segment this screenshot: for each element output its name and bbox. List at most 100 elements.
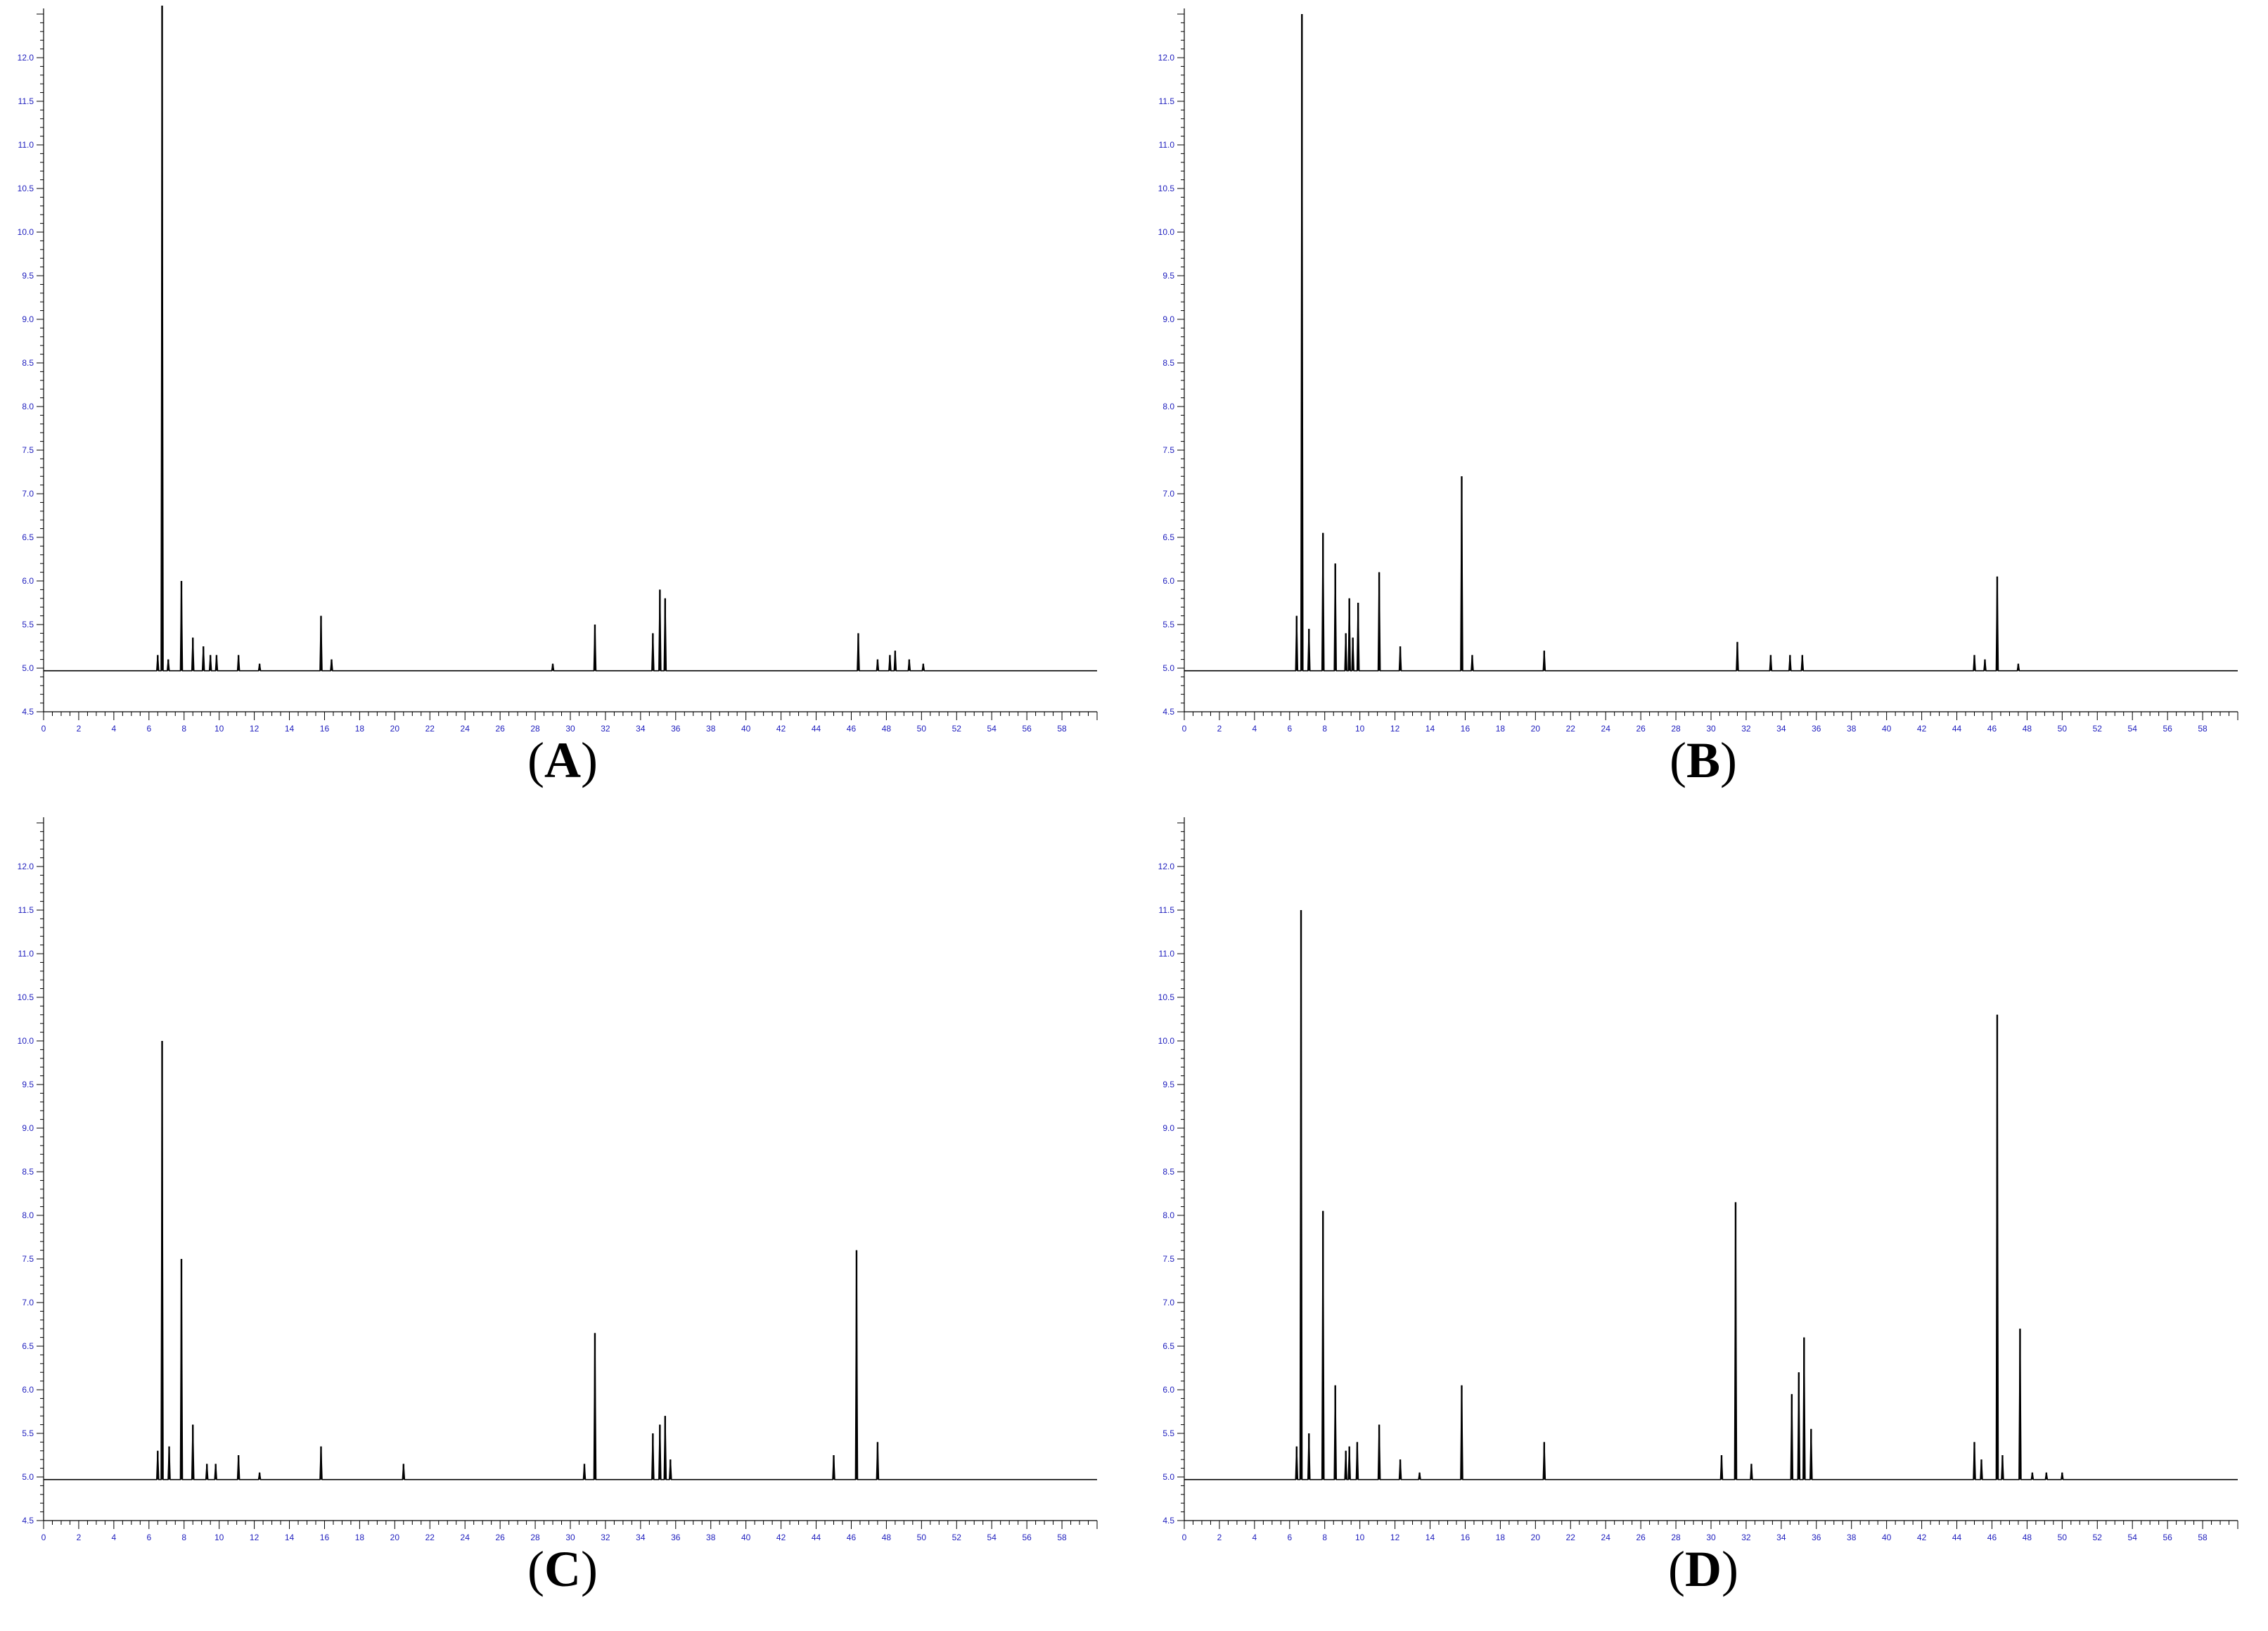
x-tick-label: 52 — [952, 724, 962, 731]
x-tick-label: 26 — [495, 1533, 505, 1540]
y-tick-label: 5.5 — [22, 620, 34, 629]
x-tick-label: 58 — [2198, 1533, 2208, 1540]
x-tick-label: 26 — [1636, 724, 1646, 731]
x-tick-label: 44 — [812, 1533, 821, 1540]
x-tick-label: 42 — [776, 724, 786, 731]
x-tick-label: 24 — [461, 724, 470, 731]
x-tick-label: 48 — [2023, 1533, 2032, 1540]
x-tick-label: 8 — [181, 1533, 186, 1540]
x-tick-label: 16 — [320, 1533, 330, 1540]
x-tick-label: 32 — [1741, 724, 1751, 731]
chromatogram-panel-a: 0 2 4 6 8 10 12 14 16 18 20 22 24 26 28 30 32 34 36 38 40 42 4… — [0, 0, 1125, 788]
x-tick-label: 54 — [2128, 724, 2138, 731]
chromatogram-c: 0 2 4 6 8 10 12 14 16 18 20 22 24 26 28 30 32 34 36 38 40 42 4… — [18, 817, 1098, 1540]
x-tick-label: 52 — [952, 1533, 962, 1540]
x-tick-label: 12 — [250, 724, 260, 731]
y-tick-label: 11.0 — [1159, 949, 1175, 959]
y-tick-label: 8.5 — [22, 1167, 34, 1177]
x-tick-label: 24 — [461, 1533, 470, 1540]
y-tick-label: 10.5 — [18, 992, 34, 1002]
x-tick-label: 36 — [671, 1533, 681, 1540]
x-tick-label: 30 — [1706, 1533, 1716, 1540]
y-tick-label: 9.5 — [22, 1080, 34, 1089]
x-tick-label: 44 — [812, 724, 821, 731]
x-tick-label: 4 — [1252, 1533, 1257, 1540]
x-tick-label: 44 — [1952, 724, 1962, 731]
x-tick-label: 40 — [741, 1533, 751, 1540]
chromatogram-trace — [1184, 13, 2238, 672]
x-tick-label: 12 — [250, 1533, 260, 1540]
x-tick-label: 2 — [1217, 1533, 1222, 1540]
y-tick-label: 7.0 — [22, 489, 34, 499]
y-tick-label: 7.5 — [22, 445, 34, 455]
x-tick-label: 16 — [1461, 1533, 1471, 1540]
x-tick-label: 56 — [1022, 1533, 1032, 1540]
x-tick-label: 50 — [2058, 1533, 2068, 1540]
y-tick-label: 7.5 — [1162, 445, 1174, 455]
y-tick-label: 6.5 — [1162, 532, 1174, 542]
x-tick-label: 32 — [601, 724, 610, 731]
x-tick-label: 10 — [214, 1533, 224, 1540]
x-tick-label: 28 — [530, 1533, 540, 1540]
x-tick-label: 56 — [2163, 724, 2172, 731]
x-tick-label: 28 — [1671, 1533, 1681, 1540]
y-tick-label: 10.5 — [1158, 184, 1175, 193]
x-tick-label: 42 — [1917, 1533, 1927, 1540]
x-tick-label: 22 — [425, 724, 435, 731]
y-tick-label: 4.5 — [1162, 1516, 1174, 1526]
chromatogram-panel-c: 0 2 4 6 8 10 12 14 16 18 20 22 24 26 28 30 32 34 36 38 40 42 4… — [0, 809, 1125, 1597]
x-tick-label: 22 — [1566, 1533, 1576, 1540]
panel-label-b: (B) — [1670, 732, 1737, 788]
x-tick-label: 38 — [706, 724, 716, 731]
x-tick-label: 2 — [77, 1533, 82, 1540]
x-tick-label: 54 — [987, 1533, 997, 1540]
chromatogram-d: 0 2 4 6 8 10 12 14 16 18 20 22 24 26 28 30 32 34 36 38 40 42 4… — [1158, 817, 2238, 1540]
x-tick-label: 58 — [1057, 724, 1067, 731]
y-tick-label: 4.5 — [22, 707, 34, 717]
x-tick-label: 8 — [1322, 1533, 1327, 1540]
x-tick-label: 48 — [2023, 724, 2032, 731]
x-tick-label: 40 — [1882, 1533, 1892, 1540]
x-tick-label: 52 — [2093, 1533, 2103, 1540]
x-tick-label: 22 — [1566, 724, 1576, 731]
x-tick-label: 38 — [706, 1533, 716, 1540]
x-tick-label: 58 — [1057, 1533, 1067, 1540]
y-tick-label: 8.5 — [1162, 1167, 1174, 1177]
x-tick-label: 42 — [776, 1533, 786, 1540]
x-tick-label: 10 — [214, 724, 224, 731]
y-tick-label: 5.5 — [1162, 620, 1174, 629]
x-tick-label: 22 — [425, 1533, 435, 1540]
x-tick-label: 0 — [1182, 1533, 1187, 1540]
panel-label-d: (D) — [1668, 1541, 1738, 1597]
y-tick-label: 8.0 — [22, 1210, 34, 1220]
x-tick-label: 54 — [2128, 1533, 2138, 1540]
x-tick-label: 20 — [1531, 1533, 1541, 1540]
y-tick-label: 6.0 — [1162, 1385, 1174, 1395]
y-tick-label: 10.0 — [18, 1036, 34, 1046]
x-tick-label: 6 — [146, 1533, 151, 1540]
y-tick-label: 4.5 — [1162, 707, 1174, 717]
x-tick-label: 20 — [1531, 724, 1541, 731]
x-tick-label: 54 — [987, 724, 997, 731]
x-tick-label: 4 — [1252, 724, 1257, 731]
x-tick-label: 56 — [2163, 1533, 2172, 1540]
x-tick-label: 14 — [285, 724, 295, 731]
y-tick-label: 5.0 — [1162, 1472, 1174, 1482]
y-tick-label: 7.5 — [1162, 1254, 1174, 1264]
x-tick-label: 14 — [1425, 724, 1435, 731]
y-tick-label: 6.0 — [22, 1385, 34, 1395]
y-tick-label: 8.0 — [22, 402, 34, 411]
x-tick-label: 40 — [1882, 724, 1892, 731]
x-tick-label: 50 — [2058, 724, 2068, 731]
y-tick-label: 9.0 — [22, 314, 34, 324]
x-tick-label: 50 — [917, 724, 927, 731]
x-tick-label: 6 — [1287, 724, 1292, 731]
y-tick-label: 11.0 — [18, 140, 34, 150]
x-tick-label: 12 — [1390, 1533, 1400, 1540]
y-tick-label: 9.0 — [22, 1123, 34, 1133]
x-tick-label: 2 — [77, 724, 82, 731]
chromatogram-trace — [44, 5, 1097, 672]
y-tick-label: 6.5 — [22, 1341, 34, 1351]
x-tick-label: 18 — [355, 724, 365, 731]
x-tick-label: 26 — [1636, 1533, 1646, 1540]
